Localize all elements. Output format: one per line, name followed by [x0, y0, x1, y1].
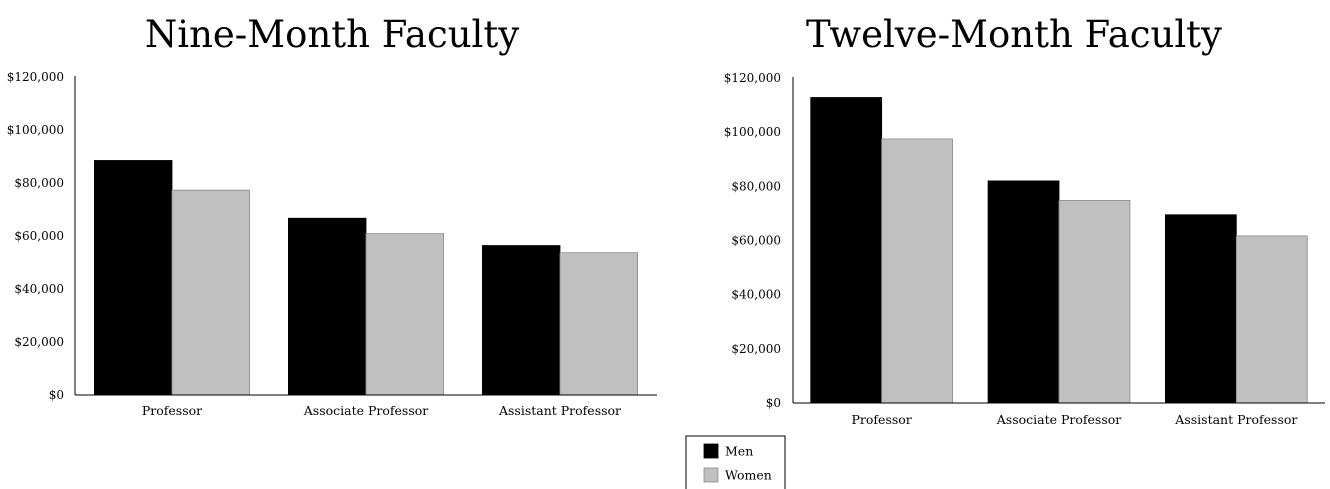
- y-tick-label: $60,000: [14, 229, 64, 243]
- chart-twelve-month: Twelve-Month Faculty $0 $20,000 $40,000 $60,…: [724, 13, 1325, 427]
- x-tick-label: Assistant Professor: [1174, 412, 1297, 427]
- legend-label-men: Men: [725, 444, 753, 459]
- bar-associate-professor-women: [1058, 200, 1131, 404]
- bar-professor-women: [881, 138, 954, 404]
- chart-title: Twelve-Month Faculty: [806, 13, 1222, 56]
- bar-professor-men: [94, 160, 173, 396]
- y-tick-label: $0: [766, 396, 781, 410]
- y-tick-label: $120,000: [7, 70, 64, 84]
- y-tick-label: $40,000: [14, 282, 64, 296]
- bar-professor-women: [171, 189, 250, 396]
- chart-nine-month: Nine-Month Faculty $0 $20,000 $40,000 $60,00…: [7, 13, 657, 418]
- y-tick-label: $100,000: [724, 125, 781, 139]
- legend-box: [685, 435, 786, 489]
- bar-professor-men: [810, 97, 883, 404]
- chart-title: Nine-Month Faculty: [145, 13, 519, 56]
- legend-label-women: Women: [725, 468, 772, 483]
- x-tick-label: Associate Professor: [303, 403, 429, 418]
- bar-assistant-professor-women: [559, 252, 638, 396]
- y-tick-label: $60,000: [731, 234, 781, 248]
- x-tick-label: Professor: [142, 403, 202, 418]
- y-tick-label: $80,000: [14, 176, 64, 190]
- x-tick-label: Associate Professor: [996, 412, 1122, 427]
- legend-swatch-women: [703, 467, 719, 483]
- legend: Men Women: [685, 435, 786, 489]
- y-tick-label: $100,000: [7, 123, 64, 137]
- y-tick-label: $120,000: [724, 71, 781, 85]
- x-tick-label: Assistant Professor: [498, 403, 621, 418]
- y-tick-label: $40,000: [731, 288, 781, 302]
- bar-assistant-professor-men: [1165, 214, 1237, 404]
- y-tick-label: $0: [49, 388, 64, 402]
- bar-associate-professor-women: [365, 233, 444, 396]
- legend-swatch-men: [703, 443, 719, 459]
- bar-associate-professor-men: [287, 217, 367, 396]
- bar-associate-professor-men: [987, 180, 1060, 404]
- bar-assistant-professor-men: [481, 245, 561, 396]
- y-tick-label: $20,000: [731, 342, 781, 356]
- y-tick-label: $80,000: [731, 179, 781, 193]
- x-tick-label: Professor: [852, 412, 912, 427]
- y-tick-label: $20,000: [14, 335, 64, 349]
- bar-assistant-professor-women: [1235, 235, 1308, 404]
